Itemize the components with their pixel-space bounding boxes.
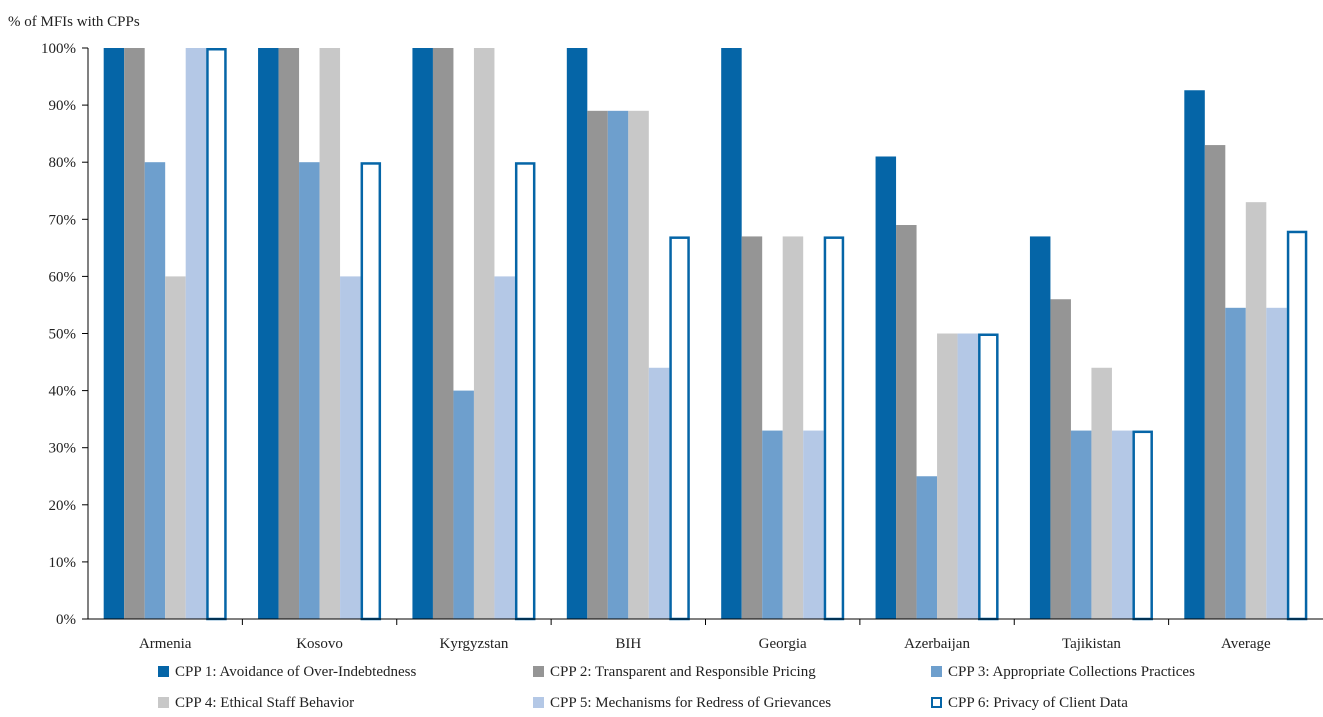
bar (721, 48, 742, 619)
legend: CPP 1: Avoidance of Over-Indebtedness CPP… (158, 664, 1195, 711)
bar (566, 48, 588, 619)
legend-label: CPP 2: Transparent and Responsible Prici… (550, 664, 816, 680)
bar (144, 162, 166, 619)
bar (978, 333, 999, 621)
bar (206, 48, 227, 621)
y-tick-label: 20% (49, 498, 77, 514)
bar (1245, 202, 1267, 620)
bar (1266, 307, 1287, 619)
bar (103, 48, 125, 619)
y-tick-label: 0% (56, 612, 76, 628)
x-tick-label: Tajikistan (1062, 636, 1121, 652)
bar (165, 276, 186, 619)
y-axis: 0% 10% 20% 30% 40% 50% 60% 70% 80% 90% 100% (41, 41, 89, 628)
bar (1204, 145, 1226, 619)
y-tick-label: 80% (49, 155, 77, 171)
legend-swatch (931, 666, 942, 677)
legend-swatch (158, 666, 169, 677)
bar (823, 236, 845, 621)
y-tick-label: 50% (49, 327, 77, 343)
x-tick-label: Kyrgyzstan (439, 636, 508, 652)
legend-item: CPP 5: Mechanisms for Redress of Grievan… (533, 695, 831, 711)
bar (1111, 430, 1133, 619)
bar (340, 276, 361, 619)
bar (741, 236, 763, 619)
legend-label: CPP 5: Mechanisms for Redress of Grievan… (550, 695, 831, 711)
x-axis: Armenia Kosovo Kyrgyzstan BIH Georgia Azerbai… (88, 618, 1323, 652)
bar (432, 48, 454, 619)
bar (762, 430, 783, 619)
bar (1225, 307, 1246, 619)
bar (473, 48, 495, 619)
bar (453, 390, 474, 619)
bar (607, 110, 629, 619)
x-tick-label: BIH (615, 636, 641, 652)
x-tick-label: Azerbaijan (904, 636, 970, 652)
bar (514, 162, 536, 621)
bar (803, 430, 824, 619)
y-tick-label: 70% (49, 212, 77, 228)
y-tick-label: 40% (49, 384, 77, 400)
x-tick-label: Average (1221, 636, 1271, 652)
legend-item: CPP 1: Avoidance of Over-Indebtedness (158, 664, 416, 680)
bar (319, 48, 341, 619)
y-tick-label: 30% (49, 441, 77, 457)
bar (587, 110, 608, 619)
bar (1050, 299, 1071, 619)
bar (124, 48, 145, 619)
bar (185, 48, 207, 619)
y-tick-label: 100% (41, 41, 76, 57)
legend-item: CPP 4: Ethical Staff Behavior (158, 695, 354, 711)
bar (628, 110, 649, 619)
bar (1029, 236, 1051, 619)
legend-label: CPP 1: Avoidance of Over-Indebtedness (175, 664, 416, 680)
bar (258, 48, 279, 619)
bar (360, 162, 382, 621)
x-tick-label: Armenia (139, 636, 192, 652)
legend-swatch (533, 666, 544, 677)
y-tick-label: 90% (49, 98, 77, 114)
y-tick-label: 10% (49, 555, 77, 571)
x-tick-label: Georgia (759, 636, 807, 652)
bar (648, 367, 670, 619)
legend-label: CPP 6: Privacy of Client Data (948, 695, 1128, 711)
bar (299, 162, 320, 619)
legend-item: CPP 2: Transparent and Responsible Prici… (533, 664, 816, 680)
legend-label: CPP 3: Appropriate Collections Practices (948, 664, 1195, 680)
y-tick-label: 60% (49, 269, 77, 285)
x-tick-label: Kosovo (296, 636, 343, 652)
bar (875, 156, 897, 620)
legend-item: CPP 3: Appropriate Collections Practices (931, 664, 1195, 680)
legend-item: CPP 6: Privacy of Client Data (931, 695, 1128, 711)
bar (1132, 430, 1153, 621)
bars (103, 48, 1308, 621)
bar (669, 236, 690, 621)
bar (1070, 430, 1092, 619)
bar (937, 333, 958, 619)
legend-swatch (533, 697, 544, 708)
bar (896, 225, 917, 619)
bar (957, 333, 979, 619)
legend-swatch (158, 697, 169, 708)
bar (494, 276, 515, 619)
bar (412, 48, 433, 619)
bar (782, 236, 804, 619)
y-axis-label: % of MFIs with CPPs (8, 14, 140, 30)
bar (916, 476, 938, 619)
bar (1184, 90, 1205, 619)
bar (1286, 230, 1308, 621)
legend-label: CPP 4: Ethical Staff Behavior (175, 695, 354, 711)
legend-swatch (931, 697, 942, 708)
bar (278, 48, 300, 619)
bar (1091, 367, 1112, 619)
